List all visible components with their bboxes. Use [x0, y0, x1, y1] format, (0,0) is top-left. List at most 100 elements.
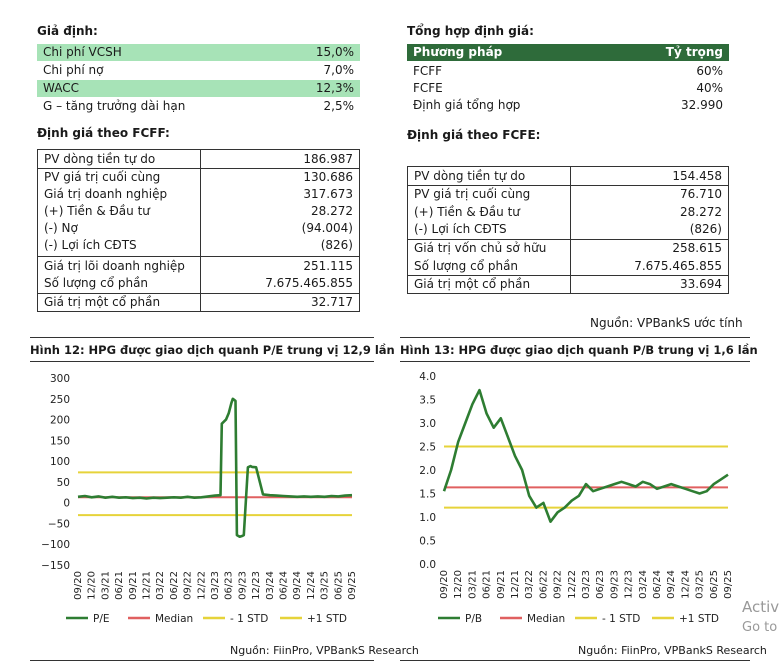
x-tick-label: 09/22	[183, 571, 194, 600]
assumption-label: Chi phí nợ	[43, 63, 104, 77]
y-tick-label: −100	[41, 539, 70, 551]
figure-title-rule	[30, 361, 374, 362]
fcfe-value: (826)	[689, 222, 722, 236]
x-tick-label: 06/24	[652, 570, 663, 599]
fcfe-value: 7.675.465.855	[634, 259, 722, 273]
x-tick-label: 09/23	[609, 570, 620, 599]
fcfe-row: Số lượng cổ phần 7.675.465.855	[408, 258, 728, 275]
y-tick-label: 3.0	[419, 418, 436, 430]
legend-label: P/B	[465, 613, 482, 625]
fcff-row: PV giá trị cuối cùng 130.686	[38, 169, 359, 186]
fcff-row: (+) Tiền & Đầu tư 28.272	[38, 203, 359, 220]
fcfe-row: (+) Tiền & Đầu tư 28.272	[408, 204, 728, 221]
fcff-value: 7.675.465.855	[265, 276, 353, 290]
assumptions-title: Giả định:	[37, 24, 98, 38]
fcff-value: 186.987	[303, 152, 353, 166]
x-tick-label: 09/24	[666, 570, 677, 599]
row-divider	[408, 239, 728, 240]
activation-watermark-line2: Go to	[742, 620, 778, 635]
row-divider	[408, 185, 728, 186]
y-tick-label: −50	[48, 518, 70, 530]
fcff-label: Giá trị doanh nghiệp	[44, 187, 168, 201]
x-tick-label: 09/23	[237, 571, 248, 600]
x-tick-label: 09/21	[128, 571, 139, 600]
assumption-value: 12,3%	[315, 81, 354, 95]
x-tick-label: 09/24	[292, 571, 303, 600]
fcff-row: (-) Lợi ích CĐTS (826)	[38, 237, 359, 254]
fcfe-label: Giá trị vốn chủ sở hữu	[414, 241, 547, 255]
x-tick-label: 12/22	[196, 571, 207, 600]
x-tick-label: 06/25	[709, 570, 720, 599]
figure12-title: Hình 12: HPG được giao dịch quanh P/E tr…	[30, 343, 395, 357]
assumption-value: 2,5%	[323, 99, 355, 113]
fcff-value: (94.004)	[301, 221, 353, 235]
row-divider	[38, 168, 359, 169]
x-tick-label: 12/21	[142, 571, 153, 600]
assumption-row: Chi phí VCSH 15,0%	[37, 44, 360, 61]
legend-label: - 1 STD	[602, 613, 640, 625]
assumption-row: WACC 12,3%	[37, 80, 360, 97]
fcff-row: Giá trị một cổ phần 32.717	[38, 294, 359, 311]
x-tick-label: 06/22	[169, 571, 180, 600]
x-tick-label: 12/23	[251, 571, 262, 600]
fcfe-source: Nguồn: VPBankS ước tính	[590, 316, 743, 330]
fcff-value: 317.673	[303, 187, 353, 201]
figure-title-rule	[400, 361, 750, 362]
assumption-value: 15,0%	[315, 45, 354, 59]
y-tick-label: 0.0	[419, 559, 436, 571]
fcff-row: Giá trị lõi doanh nghiệp 251.115	[38, 258, 359, 275]
fcfe-value: 28.272	[680, 205, 722, 219]
x-tick-label: 03/25	[320, 571, 331, 600]
summary-label: FCFE	[413, 81, 443, 95]
summary-value: 60%	[696, 64, 723, 78]
fcff-row: PV dòng tiền tự do 186.987	[38, 151, 359, 168]
x-tick-label: 03/23	[581, 570, 592, 599]
legend-label: +1 STD	[307, 613, 347, 625]
x-tick-label: 12/20	[87, 571, 98, 600]
fcff-value: 28.272	[311, 204, 353, 218]
p-b-series-line	[442, 388, 729, 523]
fcff-row: Số lượng cổ phần 7.675.465.855	[38, 275, 359, 292]
legend-label: +1 STD	[679, 613, 719, 625]
p-e-series-line	[77, 397, 353, 538]
fcfe-table: PV dòng tiền tự do 154.458 PV giá trị cuố…	[407, 166, 729, 294]
summary-header-method: Phương pháp	[413, 45, 503, 59]
x-tick-label: 03/21	[467, 570, 478, 599]
x-tick-label: 03/22	[524, 570, 535, 599]
x-tick-label: 09/21	[496, 570, 507, 599]
y-tick-label: 3.5	[419, 395, 436, 407]
figure12-source: Nguồn: FiinPro, VPBankS Research	[230, 644, 419, 657]
x-tick-label: 03/24	[265, 571, 276, 600]
fcfe-title: Định giá theo FCFE:	[407, 128, 541, 142]
summary-title: Tổng hợp định giá:	[407, 24, 534, 38]
figure13-source: Nguồn: FiinPro, VPBankS Research	[578, 644, 767, 657]
summary-header: Phương pháp Tỷ trọng	[407, 44, 729, 61]
figure13-title: Hình 13: HPG được giao dịch quanh P/B tr…	[400, 343, 758, 357]
x-tick-label: 06/25	[333, 571, 344, 600]
y-tick-label: −150	[41, 560, 70, 572]
assumption-value: 7,0%	[323, 63, 355, 77]
x-tick-label: 03/22	[155, 571, 166, 600]
y-tick-label: 150	[50, 435, 70, 447]
figure-bottom-rule	[400, 660, 750, 661]
fcfe-row: PV giá trị cuối cùng 76.710	[408, 186, 728, 203]
y-tick-label: 300	[50, 373, 70, 385]
y-tick-label: 0	[63, 498, 70, 510]
fcfe-label: PV giá trị cuối cùng	[414, 187, 531, 201]
x-tick-label: 12/24	[306, 571, 317, 600]
fcfe-value: 33.694	[680, 277, 722, 291]
pb-chart: 4.03.53.02.52.01.51.00.50.009/20 12/20 03/…	[419, 371, 734, 625]
legend-label: P/E	[93, 613, 110, 625]
fcfe-label: (-) Lợi ích CĐTS	[414, 222, 507, 236]
row-divider	[38, 293, 359, 294]
row-divider	[38, 256, 359, 257]
fcff-title: Định giá theo FCFF:	[37, 126, 170, 140]
fcff-label: PV dòng tiền tự do	[44, 152, 156, 166]
fcfe-value: 154.458	[672, 169, 722, 183]
fcff-value: 251.115	[303, 259, 353, 273]
figure-top-rule	[30, 337, 374, 338]
x-tick-label: 12/21	[510, 570, 521, 599]
x-tick-label: 06/21	[482, 570, 493, 599]
fcfe-label: (+) Tiền & Đầu tư	[414, 205, 520, 219]
y-tick-label: 1.0	[419, 512, 436, 524]
